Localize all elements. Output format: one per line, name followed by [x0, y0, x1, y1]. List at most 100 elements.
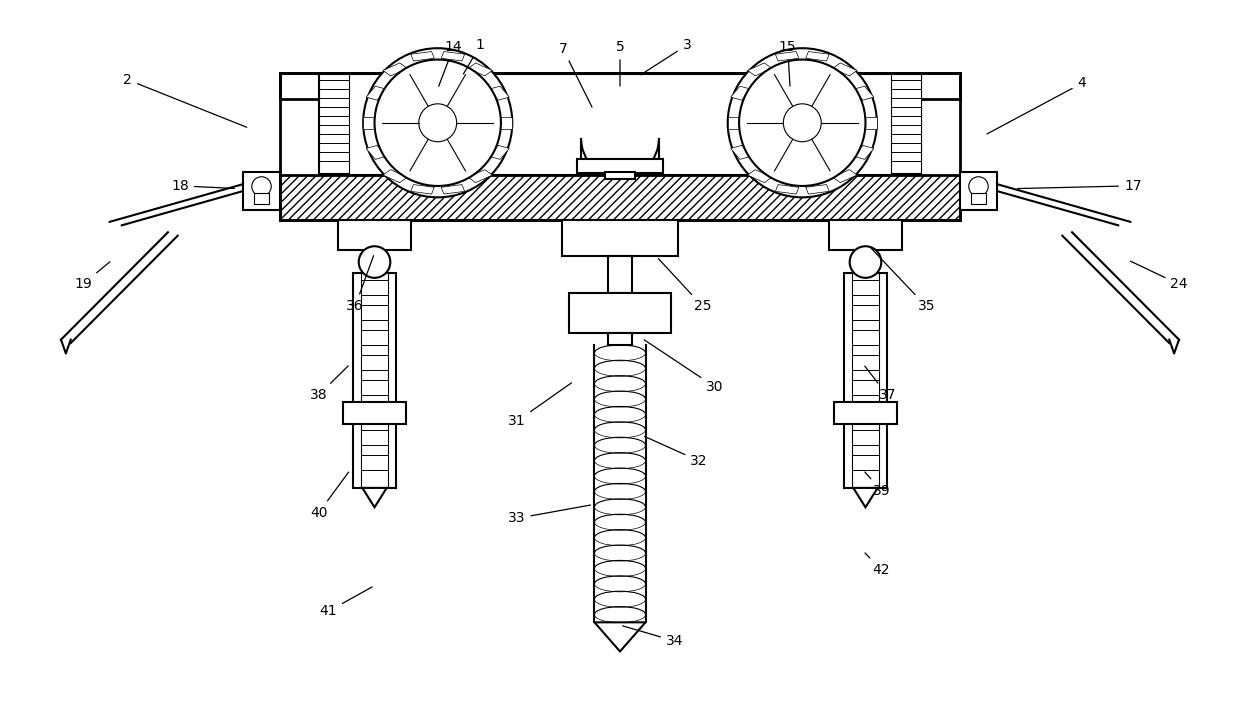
- Bar: [775, 185, 799, 194]
- Bar: [361, 305, 388, 320]
- Bar: [339, 221, 410, 250]
- Text: 40: 40: [310, 472, 348, 520]
- Bar: [830, 221, 901, 250]
- Bar: [833, 402, 897, 424]
- Text: 36: 36: [346, 256, 373, 313]
- Text: 41: 41: [320, 587, 372, 618]
- Bar: [410, 185, 434, 194]
- Text: 31: 31: [508, 382, 572, 428]
- Bar: [852, 380, 879, 395]
- Ellipse shape: [363, 48, 512, 197]
- Text: 33: 33: [508, 505, 590, 525]
- Bar: [608, 333, 632, 345]
- Bar: [366, 86, 387, 100]
- Bar: [410, 52, 434, 61]
- Bar: [852, 280, 879, 296]
- Ellipse shape: [968, 177, 988, 196]
- Bar: [852, 430, 879, 445]
- Bar: [469, 170, 492, 182]
- Text: 38: 38: [310, 366, 348, 402]
- Text: 4: 4: [987, 76, 1086, 134]
- Bar: [352, 273, 397, 488]
- Bar: [469, 63, 492, 76]
- Bar: [843, 273, 888, 488]
- Text: 19: 19: [74, 262, 110, 291]
- Bar: [730, 146, 751, 159]
- Bar: [361, 330, 388, 345]
- Bar: [569, 293, 671, 333]
- Text: 18: 18: [171, 179, 234, 193]
- Bar: [960, 172, 997, 210]
- Bar: [363, 117, 376, 129]
- Bar: [280, 73, 960, 99]
- Text: 5: 5: [615, 40, 625, 86]
- Bar: [806, 185, 830, 194]
- Bar: [748, 170, 771, 182]
- Ellipse shape: [739, 59, 866, 186]
- Bar: [608, 257, 632, 293]
- Polygon shape: [594, 622, 646, 651]
- Bar: [361, 430, 388, 445]
- Bar: [319, 74, 921, 175]
- Text: 15: 15: [779, 40, 796, 86]
- Text: 42: 42: [866, 553, 890, 577]
- Bar: [243, 172, 280, 210]
- Bar: [833, 170, 857, 182]
- Bar: [806, 52, 830, 61]
- Polygon shape: [853, 488, 878, 508]
- Bar: [361, 405, 388, 420]
- Bar: [343, 402, 407, 424]
- Text: 25: 25: [658, 259, 712, 313]
- Bar: [852, 455, 879, 470]
- Text: 17: 17: [1018, 179, 1142, 193]
- Ellipse shape: [728, 48, 877, 197]
- Bar: [775, 52, 799, 61]
- Bar: [578, 160, 662, 173]
- Bar: [361, 380, 388, 395]
- Bar: [383, 63, 407, 76]
- Bar: [280, 175, 960, 221]
- Bar: [853, 146, 874, 159]
- Bar: [562, 221, 678, 257]
- Text: 35: 35: [870, 248, 935, 313]
- Ellipse shape: [374, 59, 501, 186]
- Ellipse shape: [784, 104, 821, 141]
- Bar: [441, 52, 465, 61]
- Bar: [730, 86, 751, 100]
- Bar: [254, 193, 269, 204]
- Ellipse shape: [419, 104, 456, 141]
- Bar: [971, 193, 986, 204]
- Text: 39: 39: [864, 472, 890, 498]
- Text: 34: 34: [622, 626, 683, 648]
- Polygon shape: [362, 488, 387, 508]
- Bar: [361, 280, 388, 296]
- Bar: [361, 355, 388, 370]
- Bar: [853, 86, 874, 100]
- Bar: [852, 330, 879, 345]
- Bar: [748, 63, 771, 76]
- Text: 1: 1: [464, 38, 485, 74]
- Bar: [852, 405, 879, 420]
- Bar: [366, 146, 387, 159]
- Bar: [489, 146, 510, 159]
- Text: 30: 30: [645, 340, 723, 394]
- Text: 7: 7: [558, 42, 591, 107]
- Ellipse shape: [252, 177, 272, 196]
- Text: 2: 2: [124, 73, 247, 127]
- Bar: [489, 86, 510, 100]
- Bar: [728, 117, 740, 129]
- Bar: [383, 170, 407, 182]
- Text: 32: 32: [645, 436, 708, 468]
- Text: 24: 24: [1131, 261, 1188, 291]
- Bar: [833, 63, 857, 76]
- Ellipse shape: [358, 246, 391, 278]
- Bar: [500, 117, 512, 129]
- Bar: [892, 74, 921, 173]
- Bar: [852, 355, 879, 370]
- Text: 14: 14: [439, 40, 463, 86]
- Bar: [441, 185, 465, 194]
- Text: 37: 37: [864, 366, 897, 402]
- Bar: [864, 117, 877, 129]
- Ellipse shape: [849, 246, 882, 278]
- Bar: [852, 305, 879, 320]
